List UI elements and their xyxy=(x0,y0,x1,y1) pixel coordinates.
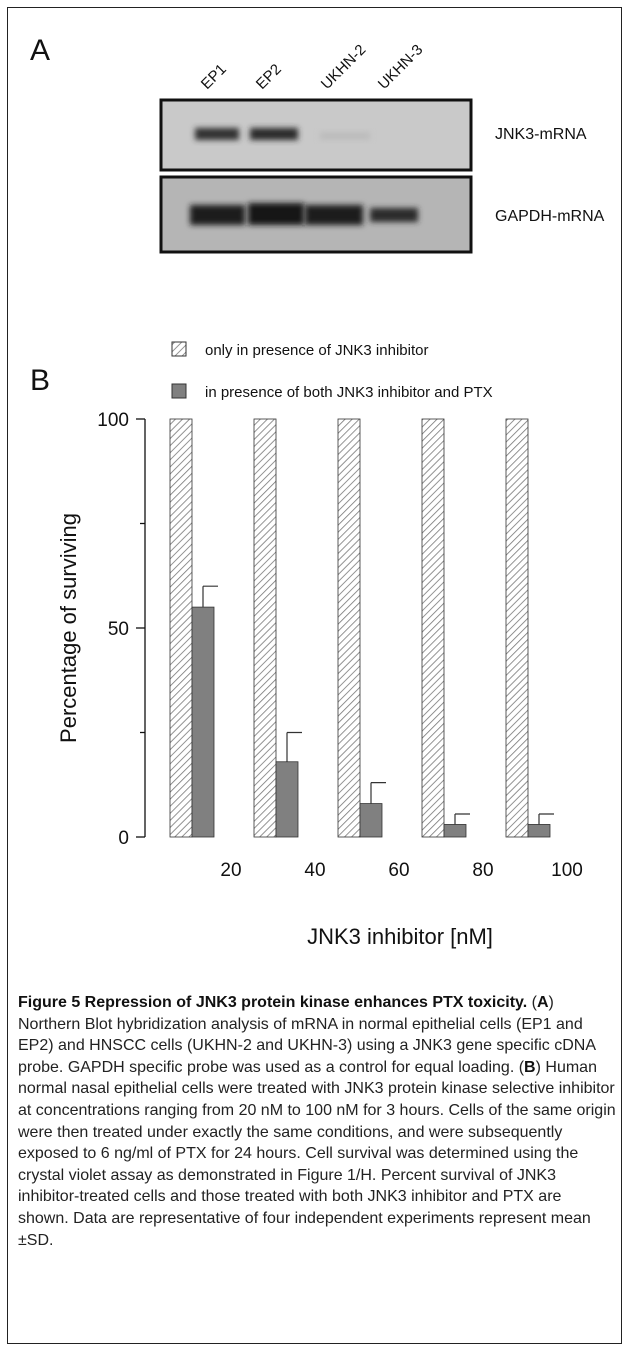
figure: A JNK3-mRNA GAPDH-mRNA B Percentage of s… xyxy=(0,0,629,990)
caption: Figure 5 Repression of JNK3 protein kina… xyxy=(18,992,616,1251)
x-tick-label: 80 xyxy=(472,860,493,881)
bar xyxy=(506,419,528,837)
panel-label: B xyxy=(30,364,50,397)
bar xyxy=(444,824,466,837)
legend-label: only in presence of JNK3 inhibitor xyxy=(205,342,428,359)
blot-label: GAPDH-mRNA xyxy=(495,208,605,225)
error-bar xyxy=(203,586,218,607)
lane-label: EP1 xyxy=(198,61,230,93)
caption-text: ) Human normal nasal epithelial cells we… xyxy=(18,1059,616,1249)
lane-label: UKHN-2 xyxy=(318,41,370,93)
caption-title: Figure 5 Repression of JNK3 protein kina… xyxy=(18,994,527,1011)
error-bar xyxy=(287,733,302,762)
error-bar xyxy=(371,783,386,804)
blot-label: JNK3-mRNA xyxy=(495,126,587,143)
bar xyxy=(338,419,360,837)
y-axis-label: Percentage of surviving xyxy=(56,513,81,743)
blot-jnk3 xyxy=(161,100,471,170)
legend-label: in presence of both JNK3 inhibitor and P… xyxy=(205,384,493,401)
bar xyxy=(276,762,298,837)
y-tick-label: 100 xyxy=(97,410,129,431)
legend-swatch xyxy=(172,342,186,356)
legend-swatch xyxy=(172,384,186,398)
caption-text: ( xyxy=(527,994,537,1011)
error-bar xyxy=(455,814,470,824)
bar xyxy=(192,607,214,837)
x-tick-label: 60 xyxy=(388,860,409,881)
bar xyxy=(422,419,444,837)
bar xyxy=(254,419,276,837)
x-axis-label: JNK3 inhibitor [nM] xyxy=(307,924,493,949)
x-tick-label: 100 xyxy=(551,860,583,881)
panel-label: A xyxy=(30,34,50,67)
x-tick-label: 20 xyxy=(220,860,241,881)
y-tick-label: 50 xyxy=(108,619,129,640)
x-tick-label: 40 xyxy=(304,860,325,881)
lane-label: UKHN-3 xyxy=(375,41,427,93)
page: { "panel_a": { "label": "A", "lanes": ["… xyxy=(0,0,629,1352)
bar xyxy=(528,824,550,837)
lane-label: EP2 xyxy=(253,61,285,93)
bar xyxy=(360,804,382,837)
caption-text: A xyxy=(537,994,549,1011)
error-bar xyxy=(539,814,554,824)
blot-gapdh xyxy=(161,177,471,252)
y-tick-label: 0 xyxy=(118,828,129,849)
bar xyxy=(170,419,192,837)
caption-text: B xyxy=(524,1059,536,1076)
